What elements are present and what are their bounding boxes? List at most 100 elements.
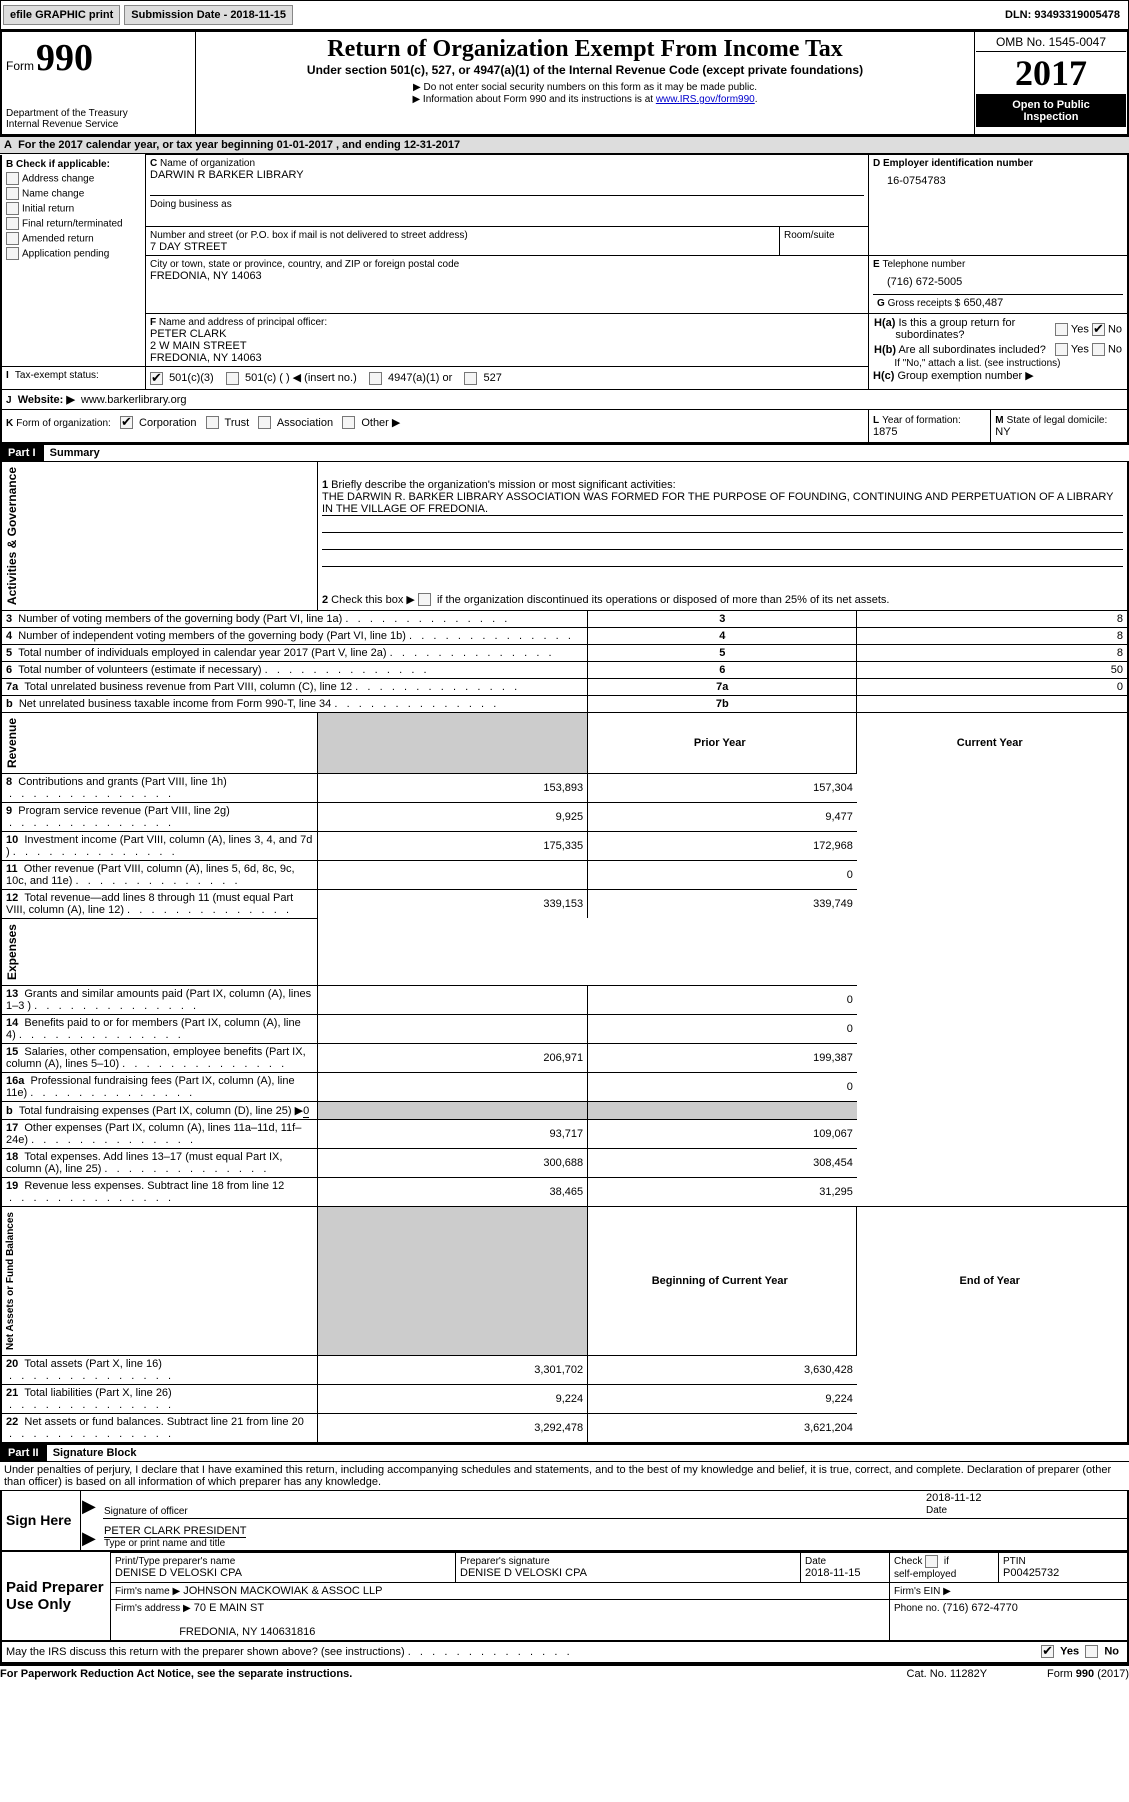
officer-name-title: PETER CLARK PRESIDENT	[104, 1525, 246, 1538]
section-a-year: A For the 2017 calendar year, or tax yea…	[0, 136, 1129, 154]
dln: DLN: 93493319005478	[1005, 9, 1128, 21]
preparer-name: DENISE D VELOSKI CPA	[115, 1567, 242, 1579]
prior-year-value: 339,153	[317, 889, 587, 918]
i-label: Tax-exempt status:	[15, 370, 99, 381]
prior-year-value	[317, 1014, 587, 1043]
current-year-value: 9,224	[588, 1384, 857, 1413]
b-header: Check if applicable:	[16, 159, 110, 170]
i-501c3-checkbox[interactable]	[150, 372, 163, 385]
ha-label: Is this a group return for	[898, 317, 1015, 329]
i-4947-checkbox[interactable]	[369, 372, 382, 385]
current-year-value: 0	[588, 1072, 857, 1101]
prior-year-value	[317, 1072, 587, 1101]
l1-label: Briefly describe the organization's miss…	[331, 479, 675, 491]
line-num: 7b	[588, 695, 857, 712]
line-text: Net assets or fund balances. Subtract li…	[24, 1416, 303, 1428]
ha-no-checkbox[interactable]	[1092, 323, 1105, 336]
dept-treasury: Department of the Treasury	[6, 108, 191, 119]
b-checkbox[interactable]	[6, 232, 19, 245]
line-text: Program service revenue (Part VIII, line…	[18, 805, 230, 817]
prior-year-value: 153,893	[317, 773, 587, 802]
b-checkbox[interactable]	[6, 172, 19, 185]
form-word: Form	[6, 59, 34, 73]
b-item-label: Application pending	[22, 248, 109, 259]
hdr-end-year: End of Year	[857, 1206, 1128, 1355]
c-name-label: Name of organization	[160, 158, 255, 169]
prior-year-value: 38,465	[317, 1177, 587, 1206]
current-year-value: 308,454	[588, 1148, 857, 1177]
dept-irs: Internal Revenue Service	[6, 119, 191, 130]
form-subtitle: Under section 501(c), 527, or 4947(a)(1)…	[200, 63, 970, 77]
d-ein-label: Employer identification number	[883, 158, 1033, 169]
line-num: 5	[588, 644, 857, 661]
b-item-label: Amended return	[22, 233, 94, 244]
part-i-header: Part I Summary	[0, 444, 1129, 462]
tax-year: 2017	[976, 52, 1126, 95]
telephone-value: (716) 672-5005	[873, 270, 1123, 288]
b-item-label: Initial return	[22, 203, 74, 214]
line-text: Number of independent voting members of …	[18, 630, 406, 642]
org-name: DARWIN R BARKER LIBRARY	[150, 169, 304, 181]
k-assoc-checkbox[interactable]	[258, 416, 271, 429]
current-year-value: 3,630,428	[588, 1355, 857, 1384]
sig-officer-label: Signature of officer	[104, 1506, 188, 1517]
hb-no-checkbox[interactable]	[1092, 343, 1105, 356]
line-value: 8	[857, 644, 1128, 661]
prior-year-value: 175,335	[317, 831, 587, 860]
footer-left: For Paperwork Reduction Act Notice, see …	[0, 1668, 352, 1680]
discuss-no-checkbox[interactable]	[1085, 1645, 1098, 1658]
form-number: 990	[36, 37, 93, 79]
line-text: Revenue less expenses. Subtract line 18 …	[24, 1180, 284, 1192]
firm-name: JOHNSON MACKOWIAK & ASSOC LLP	[183, 1585, 382, 1597]
current-year-value: 9,477	[588, 802, 857, 831]
i-501c-checkbox[interactable]	[226, 372, 239, 385]
street-value: 7 DAY STREET	[150, 241, 227, 253]
city-label: City or town, state or province, country…	[150, 259, 459, 270]
line-text: Number of voting members of the governin…	[18, 613, 342, 625]
perjury-declaration: Under penalties of perjury, I declare th…	[0, 1462, 1129, 1490]
i-527-checkbox[interactable]	[464, 372, 477, 385]
line-num: 6	[588, 661, 857, 678]
line-num: 4	[588, 627, 857, 644]
line-value: 8	[857, 627, 1128, 644]
prior-year-value: 300,688	[317, 1148, 587, 1177]
vlabel-revenue: Revenue	[3, 714, 21, 772]
line-text: Total fundraising expenses (Part IX, col…	[19, 1105, 303, 1117]
preparer-sig: DENISE D VELOSKI CPA	[460, 1567, 587, 1579]
gross-receipts: 650,487	[963, 297, 1003, 309]
l2-checkbox[interactable]	[418, 593, 431, 606]
hdr-begin-year: Beginning of Current Year	[588, 1206, 857, 1355]
ha-yes-checkbox[interactable]	[1055, 323, 1068, 336]
officer-addr2: FREDONIA, NY 14063	[150, 352, 262, 364]
g-gross-label: Gross receipts $	[888, 298, 961, 309]
prior-year-value	[317, 860, 587, 889]
j-label: Website: ▶	[18, 394, 75, 406]
current-year-value: 172,968	[588, 831, 857, 860]
self-employed-checkbox[interactable]	[925, 1555, 938, 1568]
form-title: Return of Organization Exempt From Incom…	[200, 36, 970, 63]
hdr-prior-year: Prior Year	[588, 712, 857, 773]
form990-link[interactable]: www.IRS.gov/form990	[656, 94, 755, 105]
street-label: Number and street (or P.O. box if mail i…	[150, 230, 468, 241]
hb-yes-checkbox[interactable]	[1055, 343, 1068, 356]
e-tel-label: Telephone number	[882, 259, 965, 270]
prior-year-value: 9,224	[317, 1384, 587, 1413]
prior-year-value: 9,925	[317, 802, 587, 831]
line-value: 50	[857, 661, 1128, 678]
k-trust-checkbox[interactable]	[206, 416, 219, 429]
b-checkbox[interactable]	[6, 247, 19, 260]
b-checkbox[interactable]	[6, 187, 19, 200]
entity-block: B Check if applicable: Address changeNam…	[0, 154, 1129, 444]
b-checkbox[interactable]	[6, 202, 19, 215]
top-bar: efile GRAPHIC print Submission Date - 20…	[0, 0, 1129, 30]
officer-addr1: 2 W MAIN STREET	[150, 340, 247, 352]
hdr-current-year: Current Year	[857, 712, 1128, 773]
k-other-checkbox[interactable]	[342, 416, 355, 429]
hb-label: Are all subordinates included?	[898, 344, 1045, 356]
k-corp-checkbox[interactable]	[120, 416, 133, 429]
b-checkbox[interactable]	[6, 217, 19, 230]
discuss-yes-checkbox[interactable]	[1041, 1645, 1054, 1658]
vlabel-governance: Activities & Governance	[3, 463, 21, 609]
line-text: Net unrelated business taxable income fr…	[19, 698, 331, 710]
efile-print-button[interactable]: efile GRAPHIC print	[3, 5, 120, 25]
